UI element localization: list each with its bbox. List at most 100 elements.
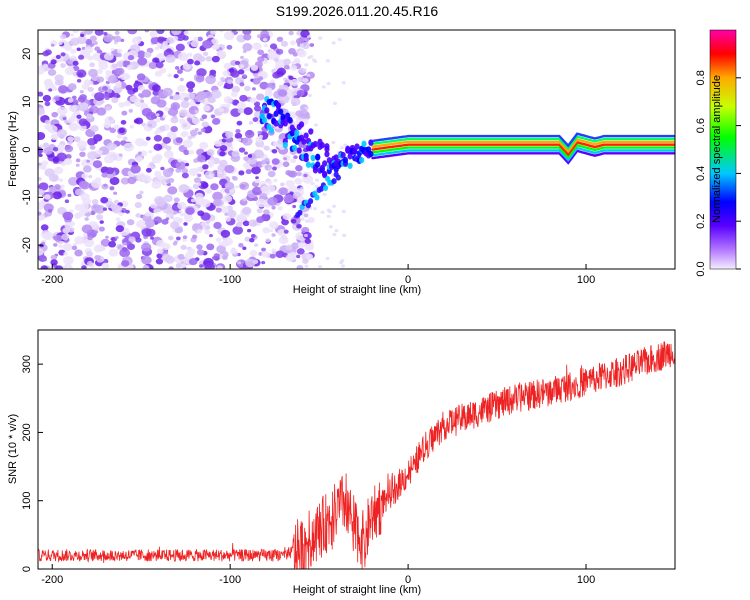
noise-blob <box>169 95 175 100</box>
noise-blob <box>38 213 46 221</box>
noise-blob <box>283 229 289 234</box>
noise-blob <box>60 52 66 57</box>
noise-blob <box>175 137 183 144</box>
noise-blob <box>70 48 77 54</box>
noise-blob <box>154 46 160 51</box>
noise-blob <box>223 31 235 41</box>
noise-blob <box>242 136 253 146</box>
noise-blob <box>141 228 152 237</box>
spectrogram-y-tick-label: 0 <box>21 146 33 152</box>
noise-blob <box>339 146 344 150</box>
noise-blob <box>238 170 245 176</box>
signal-blob <box>359 156 365 164</box>
noise-blob <box>105 70 112 76</box>
signal-blob <box>368 150 374 158</box>
noise-blob <box>307 216 315 224</box>
spectrogram-y-tick-label: -10 <box>21 189 33 205</box>
noise-blob <box>188 149 195 155</box>
noise-blob <box>188 257 198 266</box>
noise-blob <box>150 203 157 209</box>
noise-blob <box>293 57 301 64</box>
noise-blob <box>105 106 111 111</box>
noise-blob <box>67 136 75 143</box>
signal-blob <box>282 141 288 149</box>
noise-blob <box>283 64 290 70</box>
noise-blob <box>201 121 209 128</box>
noise-blob <box>218 30 224 33</box>
noise-blob <box>193 177 202 184</box>
noise-blob <box>304 63 309 67</box>
noise-blob <box>110 47 115 52</box>
noise-blob <box>269 43 278 50</box>
noise-blob <box>326 82 331 86</box>
noise-blob <box>171 30 182 36</box>
signal-blob <box>294 129 300 136</box>
noise-blob <box>205 219 211 224</box>
noise-blob <box>82 232 88 237</box>
noise-blob <box>244 85 251 92</box>
noise-blob <box>54 74 64 83</box>
noise-blob <box>242 162 249 168</box>
noise-blob <box>292 204 297 209</box>
noise-blob <box>261 247 266 252</box>
noise-blob <box>84 46 94 54</box>
noise-blob <box>122 73 131 80</box>
noise-blob <box>303 213 309 218</box>
noise-blob <box>77 54 85 60</box>
signal-blob <box>319 142 325 149</box>
noise-blob <box>302 77 309 83</box>
noise-blob <box>153 134 163 142</box>
noise-blob <box>140 150 148 157</box>
noise-blob <box>60 184 65 189</box>
signal-band <box>371 132 675 148</box>
noise-blob <box>165 255 175 264</box>
noise-blob <box>278 89 288 97</box>
noise-blob <box>228 67 235 73</box>
signal-blob <box>307 198 314 205</box>
snr-panel: -200 -100 0 100 0 100 200 300 Height of straig… <box>7 329 676 596</box>
noise-blob <box>100 238 111 247</box>
noise-blob <box>122 136 128 141</box>
noise-blob <box>79 181 90 190</box>
noise-blob <box>120 38 125 43</box>
noise-blob <box>270 79 275 84</box>
noise-blob <box>326 214 331 218</box>
noise-blob <box>154 153 163 161</box>
noise-blob <box>287 170 296 177</box>
signal-blob <box>266 113 272 120</box>
noise-blob <box>38 153 43 158</box>
signal-blob <box>361 140 367 148</box>
noise-blob <box>182 235 188 240</box>
noise-blob <box>162 114 167 119</box>
noise-blob <box>306 73 311 77</box>
noise-blob <box>108 116 113 121</box>
noise-blob <box>131 36 142 45</box>
noise-blob <box>190 198 196 203</box>
noise-blob <box>168 266 174 269</box>
noise-blob <box>197 131 202 135</box>
noise-blob <box>304 106 309 110</box>
noise-blob <box>216 50 226 58</box>
noise-blob <box>75 163 80 167</box>
noise-blob <box>199 141 209 150</box>
noise-blob <box>304 264 309 268</box>
noise-blob <box>238 242 244 248</box>
noise-blob <box>62 116 67 121</box>
noise-blob <box>250 233 256 238</box>
noise-blob <box>98 61 109 70</box>
noise-blob <box>218 107 225 113</box>
noise-blob <box>271 158 280 165</box>
noise-blob <box>285 244 293 251</box>
noise-blob <box>267 180 273 185</box>
noise-blob <box>275 250 285 258</box>
snr-x-tick-label: 0 <box>405 574 411 586</box>
noise-blob <box>113 35 122 43</box>
noise-blob <box>284 79 289 84</box>
noise-blob <box>222 70 231 77</box>
noise-blob <box>87 235 93 241</box>
noise-blob <box>244 236 251 242</box>
signal-blob <box>315 153 321 161</box>
noise-blob <box>235 128 241 134</box>
